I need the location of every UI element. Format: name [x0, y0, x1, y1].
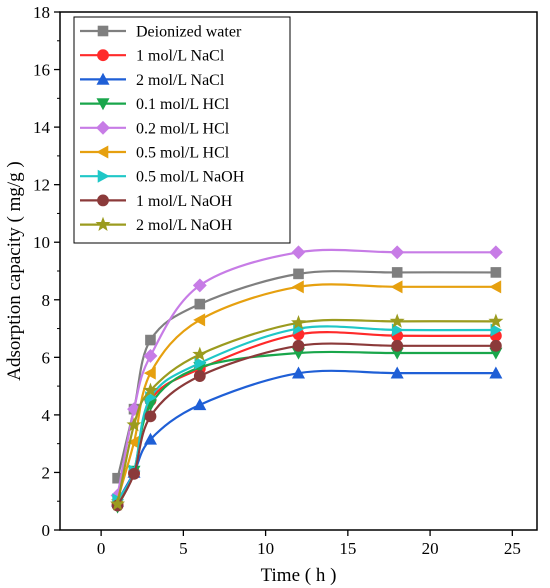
data-point [490, 323, 503, 337]
series-7 [112, 322, 503, 507]
series-3 [111, 366, 503, 507]
legend-marker [96, 145, 109, 159]
y-tick-label: 12 [33, 176, 50, 195]
data-point [390, 245, 405, 260]
plot-area [110, 245, 504, 514]
series-line [116, 318, 496, 505]
data-point [291, 366, 306, 379]
legend-marker [96, 72, 110, 85]
data-point [194, 298, 206, 310]
data-point [489, 280, 502, 294]
legend-marker [97, 169, 110, 183]
legend-marker [97, 25, 109, 37]
legend-item: 0.5 mol/L HCl [80, 145, 230, 162]
x-tick-label: 0 [97, 539, 106, 558]
legend-label: 0.5 mol/L HCl [136, 145, 230, 162]
data-point [293, 268, 304, 280]
series-9 [110, 313, 504, 511]
y-axis-title: Adsorption capacity ( mg/g ) [4, 161, 25, 381]
legend-label: Deionized water [136, 24, 242, 41]
legend: Deionized water 1 mol/L NaCl 2 mol/L NaCl 0… [73, 16, 291, 244]
legend-item: Deionized water [80, 24, 242, 41]
y-tick-label: 10 [33, 233, 50, 252]
data-point [489, 366, 503, 379]
data-point [192, 346, 208, 361]
y-tick-label: 16 [33, 61, 50, 80]
legend-item: 0.5 mol/L NaOH [80, 169, 245, 186]
legend-item: 0.2 mol/L HCl [80, 120, 230, 137]
x-tick-label: 20 [422, 539, 439, 558]
series-2 [111, 328, 502, 510]
legend-label: 0.5 mol/L NaOH [136, 169, 245, 186]
axes: 0 5 10 15 20 25 0 2 4 6 8 10 12 14 16 18 [33, 3, 538, 558]
legend-marker [97, 49, 109, 62]
data-point [145, 334, 156, 346]
data-point [128, 467, 140, 480]
data-point [390, 280, 403, 294]
data-point [390, 366, 404, 379]
data-point [292, 339, 305, 352]
legend-label: 0.2 mol/L HCl [136, 120, 230, 137]
y-tick-label: 18 [33, 3, 50, 22]
y-tick-label: 14 [33, 118, 51, 137]
data-point [291, 314, 306, 330]
data-point [391, 267, 403, 278]
data-point [488, 245, 503, 260]
data-point [489, 339, 502, 352]
data-point [126, 417, 142, 432]
data-point [144, 410, 157, 423]
x-tick-label: 10 [257, 539, 274, 558]
series-6 [110, 280, 502, 507]
legend-marker [95, 216, 111, 231]
data-point [291, 280, 304, 294]
data-point [192, 278, 207, 293]
data-point [490, 267, 502, 278]
legend-item: 2 mol/L NaCl [80, 72, 225, 89]
legend-marker [96, 98, 110, 111]
legend-label: 2 mol/L NaCl [136, 72, 225, 89]
y-tick-label: 0 [42, 521, 51, 540]
legend-label: 1 mol/L NaOH [136, 193, 233, 210]
x-tick-label: 25 [504, 539, 521, 558]
y-tick-label: 2 [42, 463, 51, 482]
legend-item: 1 mol/L NaOH [80, 193, 233, 210]
x-tick-label: 5 [179, 539, 188, 558]
data-point [143, 348, 158, 363]
data-point [391, 339, 404, 352]
data-point [193, 313, 206, 327]
legend-item: 1 mol/L NaCl [80, 48, 225, 65]
legend-marker [97, 194, 109, 207]
x-tick-label: 15 [339, 539, 356, 558]
data-point [391, 323, 404, 337]
data-point [193, 370, 206, 382]
legend-item: 0.1 mol/L HCl [80, 96, 230, 113]
data-point [389, 313, 405, 328]
data-point [143, 432, 157, 445]
legend-item: 2 mol/L NaOH [80, 216, 233, 234]
x-axis-title: Time ( h ) [261, 565, 337, 586]
legend-label: 1 mol/L NaCl [136, 48, 225, 65]
series-1 [112, 267, 502, 484]
legend-label: 2 mol/L NaOH [136, 217, 233, 234]
legend-label: 0.1 mol/L HCl [136, 96, 230, 113]
y-tick-label: 4 [42, 406, 51, 425]
legend-marker [96, 120, 110, 135]
series-8 [111, 339, 502, 512]
data-point [143, 366, 156, 380]
data-point [194, 356, 207, 370]
data-point [488, 313, 504, 328]
y-tick-label: 8 [42, 291, 51, 310]
data-point [193, 398, 207, 411]
y-tick-label: 6 [42, 348, 51, 367]
data-point [142, 382, 158, 397]
data-point [110, 496, 126, 511]
data-point [291, 245, 306, 260]
